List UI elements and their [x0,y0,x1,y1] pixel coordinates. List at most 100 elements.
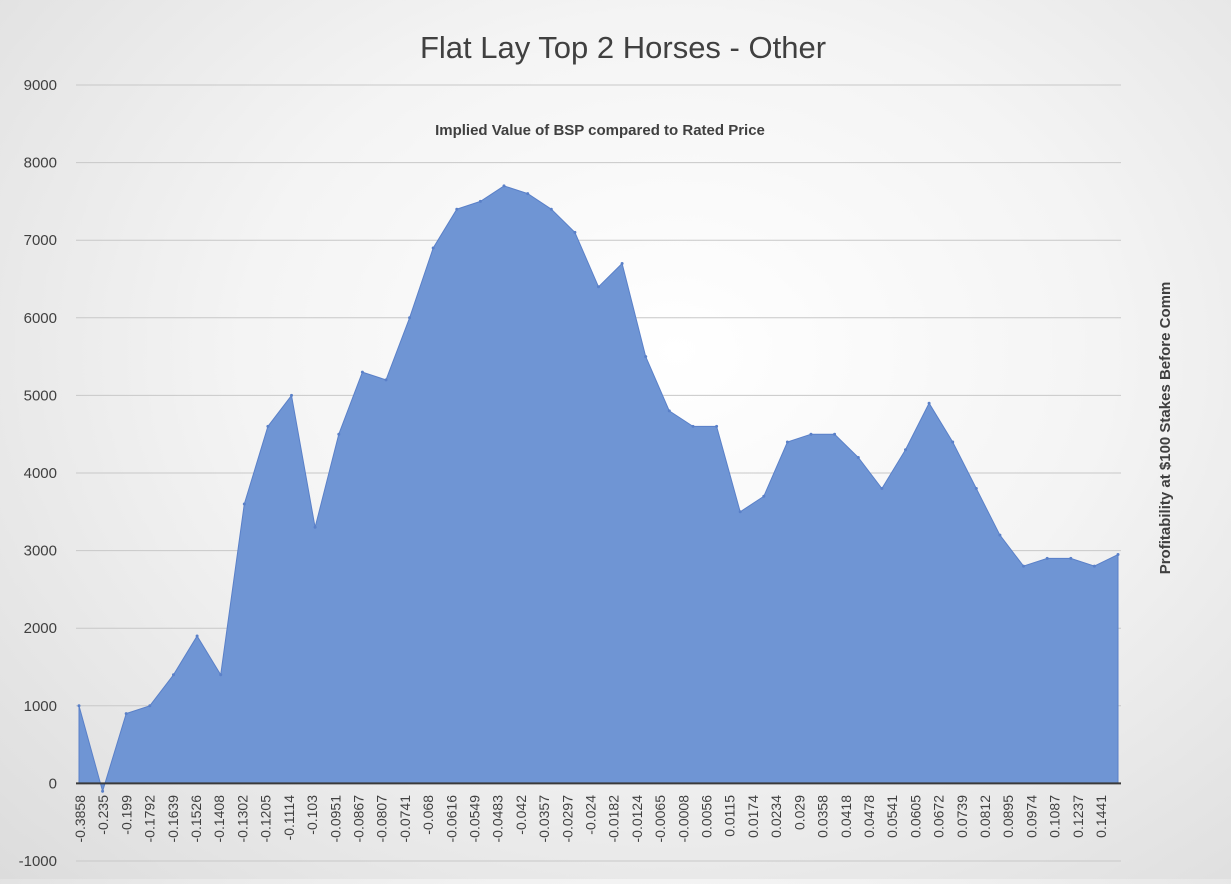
data-point [644,355,648,359]
y-tick-label: 4000 [24,465,57,482]
data-point [549,207,553,211]
area-fill [78,185,1119,793]
data-point [408,316,412,320]
x-tick-label: -0.0124 [629,795,645,843]
x-tick-label: 0.0605 [907,795,923,838]
data-point [172,673,175,677]
x-tick-label: -0.235 [95,795,111,835]
x-tick-label: -0.103 [304,795,320,835]
y-tick-label: 1000 [24,698,57,715]
y-tick-label: 2000 [24,620,57,637]
data-point [1092,564,1096,568]
data-point [1022,564,1025,568]
x-tick-label: 0.0056 [699,795,715,838]
x-tick-label: -0.0951 [327,795,343,843]
x-tick-label: -0.0065 [652,795,668,843]
data-point [124,712,128,716]
data-point [360,370,364,374]
x-tick-label: 0.1237 [1070,795,1086,838]
chart-title: Flat Lay Top 2 Horses - Other [420,30,826,65]
x-tick-label: -0.0616 [443,795,459,843]
data-point [833,432,837,436]
data-point [478,199,482,203]
x-tick-label: 0.0358 [815,795,831,838]
x-tick-label: -0.042 [513,795,529,835]
x-tick-label: -0.068 [420,795,436,835]
data-point [384,378,388,382]
data-point [502,184,506,188]
data-point [573,230,577,234]
y-tick-label: 5000 [24,387,57,404]
x-tick-label: 0.0895 [1000,795,1016,838]
y-axis-title: Profitability at $100 Stakes Before Comm [1157,282,1174,575]
axes: -1000 0 1000 2000 3000 4000 5000 6000 7000 8000 90… [19,77,1121,870]
x-tick-label: -0.1205 [258,795,274,843]
x-tick-label: 0.0115 [722,795,738,837]
x-tick-label: -0.0008 [675,795,691,843]
x-tick-label: 0.1441 [1093,795,1109,838]
chart-subtitle: Implied Value of BSP compared to Rated P… [435,122,765,139]
data-point [526,192,530,196]
x-tick-label: -0.1408 [211,795,227,843]
x-tick-label: -0.1639 [165,795,181,843]
x-tick-label: -0.0182 [606,795,622,843]
x-tick-label: -0.199 [118,795,134,835]
data-point [266,424,270,428]
x-tick-label: 0.0974 [1023,795,1039,838]
x-tick-label: -0.1114 [281,795,297,841]
y-tick-label: 3000 [24,543,57,560]
data-point [455,207,459,211]
data-point [431,246,435,250]
x-tick-label: -0.0867 [351,795,367,843]
data-point [195,634,199,638]
y-tick-label: -1000 [19,853,57,870]
data-point [927,401,931,405]
data-point [148,704,152,708]
data-point [337,432,341,436]
y-tick-label: 9000 [24,77,57,94]
x-tick-label: -0.1526 [188,795,204,843]
area-series [77,184,1120,793]
x-tick-label: 0.0739 [954,795,970,838]
data-point [667,409,671,413]
data-point [785,440,789,444]
data-point [974,487,978,490]
data-point [904,448,907,452]
data-point [219,673,223,677]
x-tick-label: 0.1087 [1047,795,1063,838]
x-tick-label: 0.0541 [884,795,900,838]
data-point [101,789,105,793]
x-tick-label: 0.0174 [745,795,761,838]
data-point [715,424,719,428]
y-tick-label: 0 [49,775,57,792]
x-tick-label: -0.0483 [490,795,506,843]
x-tick-label: 0.0812 [977,795,993,838]
x-tick-label: 0.0478 [861,795,877,838]
data-point [880,487,884,490]
x-tick-label: 0.0234 [768,795,784,838]
x-tick-label: -0.0297 [559,795,575,843]
data-point [856,456,860,459]
x-tick-label: -0.1792 [142,795,158,843]
x-tick-label: 0.0418 [838,795,854,838]
x-tick-label: -0.0357 [536,795,552,843]
data-point [77,704,81,708]
data-point [998,533,1002,537]
x-tick-label: -0.0741 [397,795,413,843]
x-tick-label: -0.3858 [72,795,88,843]
x-tick-label: -0.1302 [234,795,250,843]
y-tick-label: 7000 [24,232,57,249]
data-point [951,440,955,444]
x-tick-label: 0.0672 [931,795,947,838]
data-point [620,262,624,265]
data-point [691,424,695,428]
x-tick-label: -0.024 [583,795,599,835]
data-point [290,393,293,397]
data-point [313,525,317,529]
y-tick-label: 6000 [24,310,57,327]
data-point [762,494,766,498]
x-tick-label: -0.0807 [374,795,390,843]
x-tick-label: 0.029 [791,795,807,830]
